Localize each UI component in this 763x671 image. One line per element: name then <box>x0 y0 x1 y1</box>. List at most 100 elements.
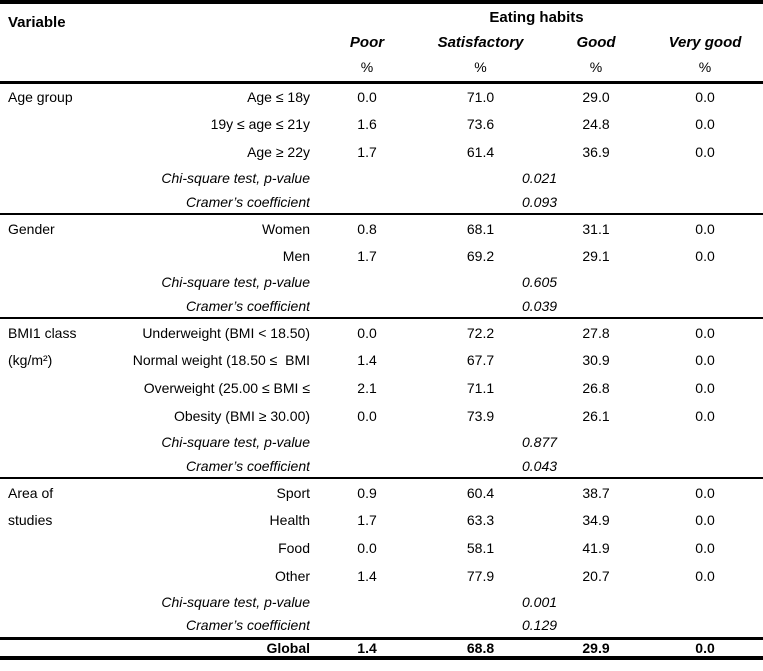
value-cell: 60.4 <box>466 484 495 501</box>
value-cell: 0.0 <box>695 380 715 396</box>
value-cell: 1.6 <box>357 116 377 132</box>
empty-cell <box>0 614 95 638</box>
value-cell: 72.2 <box>466 324 495 341</box>
table-row: studies Health 1.7 63.3 34.9 0.0 <box>0 506 763 534</box>
section-age-group: Age group Age ≤ 18y 0.0 71.0 29.0 0.0 19… <box>0 82 763 214</box>
value-cell: 36.9 <box>582 144 610 160</box>
value-cell: 68.1 <box>466 220 495 237</box>
empty-cell <box>310 294 424 318</box>
value-cell: 24.8 <box>582 116 610 132</box>
value-cell: 41.9 <box>582 540 610 556</box>
variable-label: Gender <box>8 220 55 237</box>
row-label: Health <box>269 512 311 528</box>
value-cell: 1.4 <box>357 352 377 368</box>
stat-value: 0.877 <box>521 434 558 450</box>
value-cell: 58.1 <box>466 540 495 556</box>
stat-label: Cramer’s coefficient <box>186 617 311 634</box>
empty-cell <box>310 166 424 190</box>
empty-cell <box>0 270 95 294</box>
value-cell: 29.0 <box>582 88 610 105</box>
empty-cell <box>0 402 95 430</box>
empty-cell <box>0 590 95 614</box>
value-cell: 2.1 <box>357 380 377 396</box>
table-row: BMI1 class Underweight (BMI < 18.50) 0.0… <box>0 318 763 346</box>
row-label: Underweight (BMI < 18.50) <box>142 324 311 341</box>
table-row: Global 1.4 68.8 29.9 0.0 <box>0 638 763 658</box>
stat-label: Cramer’s coefficient <box>186 457 311 474</box>
row-label: Men <box>282 248 311 264</box>
column-header-satisfactory: Satisfactory <box>437 33 524 51</box>
stat-value: 0.001 <box>521 594 558 610</box>
stat-label: Chi-square test, p-value <box>161 594 311 610</box>
unit-cell: % <box>474 59 487 76</box>
value-cell: 38.7 <box>582 484 610 501</box>
value-cell: 73.9 <box>466 408 495 424</box>
table-row: Age group Age ≤ 18y 0.0 71.0 29.0 0.0 <box>0 82 763 110</box>
value-cell: 0.0 <box>695 484 715 501</box>
value-cell: 34.9 <box>582 512 610 528</box>
value-cell: 0.0 <box>695 540 715 556</box>
variable-label <box>0 110 95 138</box>
table-row: Cramer’s coefficient 0.043 <box>0 454 763 478</box>
value-cell: 26.1 <box>582 408 610 424</box>
value-cell: 71.1 <box>466 380 495 396</box>
value-cell: 69.2 <box>466 248 495 264</box>
column-header-good: Good <box>576 33 616 51</box>
empty-cell <box>0 294 95 318</box>
empty-cell <box>0 166 95 190</box>
empty-cell <box>655 614 763 638</box>
section-bmi-class: BMI1 class Underweight (BMI < 18.50) 0.0… <box>0 318 763 478</box>
global-value: 68.8 <box>466 639 495 656</box>
row-label: Other <box>275 568 311 584</box>
global-label: Global <box>266 639 311 656</box>
stat-value: 0.043 <box>521 457 558 474</box>
table-row: Cramer’s coefficient 0.093 <box>0 190 763 214</box>
row-label: Women <box>262 220 311 237</box>
value-cell: 0.0 <box>695 324 715 341</box>
variable-label: (kg/m²) <box>8 352 53 368</box>
value-cell: 20.7 <box>582 568 610 584</box>
table-row: Other 1.4 77.9 20.7 0.0 <box>0 562 763 590</box>
value-cell: 26.8 <box>582 380 610 396</box>
empty-cell <box>310 190 424 214</box>
value-cell: 73.6 <box>466 116 495 132</box>
table-row: Age ≥ 22y 1.7 61.4 36.9 0.0 <box>0 138 763 166</box>
variable-label: Area of <box>8 484 54 501</box>
value-cell: 0.0 <box>695 116 715 132</box>
row-label: Sport <box>276 484 311 501</box>
value-cell: 0.0 <box>695 568 715 584</box>
empty-cell <box>655 454 763 478</box>
row-label: Age ≤ 18y <box>247 88 311 105</box>
table-row: Chi-square test, p-value 0.605 <box>0 270 763 294</box>
global-value: 0.0 <box>695 639 715 656</box>
row-label: Normal weight (18.50 ≤ BMI <box>132 352 311 368</box>
value-cell: 0.0 <box>695 352 715 368</box>
empty-cell <box>655 294 763 318</box>
table-row: Overweight (25.00 ≤ BMI ≤ 2.1 71.1 26.8 … <box>0 374 763 402</box>
value-cell: 0.0 <box>357 324 377 341</box>
column-header-poor: Poor <box>349 33 385 51</box>
section-area-of-studies: Area of Sport 0.9 60.4 38.7 0.0 studies … <box>0 478 763 638</box>
table-row: Chi-square test, p-value 0.021 <box>0 166 763 190</box>
table-row: Cramer’s coefficient 0.039 <box>0 294 763 318</box>
empty-cell <box>0 638 95 658</box>
stat-value: 0.129 <box>521 617 558 634</box>
table-row: Chi-square test, p-value 0.001 <box>0 590 763 614</box>
value-cell: 61.4 <box>466 144 495 160</box>
value-cell: 67.7 <box>466 352 495 368</box>
empty-cell <box>310 430 424 454</box>
value-cell: 1.7 <box>357 144 377 160</box>
value-cell: 0.0 <box>357 408 377 424</box>
table-row: Men 1.7 69.2 29.1 0.0 <box>0 242 763 270</box>
unit-cell: % <box>360 59 374 76</box>
row-label: Age ≥ 22y <box>247 144 311 160</box>
stat-label: Chi-square test, p-value <box>161 274 311 290</box>
value-cell: 0.8 <box>357 220 377 237</box>
value-cell: 0.0 <box>695 144 715 160</box>
table-row: Chi-square test, p-value 0.877 <box>0 430 763 454</box>
row-label: Food <box>278 540 311 556</box>
global-value: 29.9 <box>582 639 610 656</box>
variable-label <box>0 242 95 270</box>
row-label: Overweight (25.00 ≤ BMI ≤ <box>143 380 311 396</box>
